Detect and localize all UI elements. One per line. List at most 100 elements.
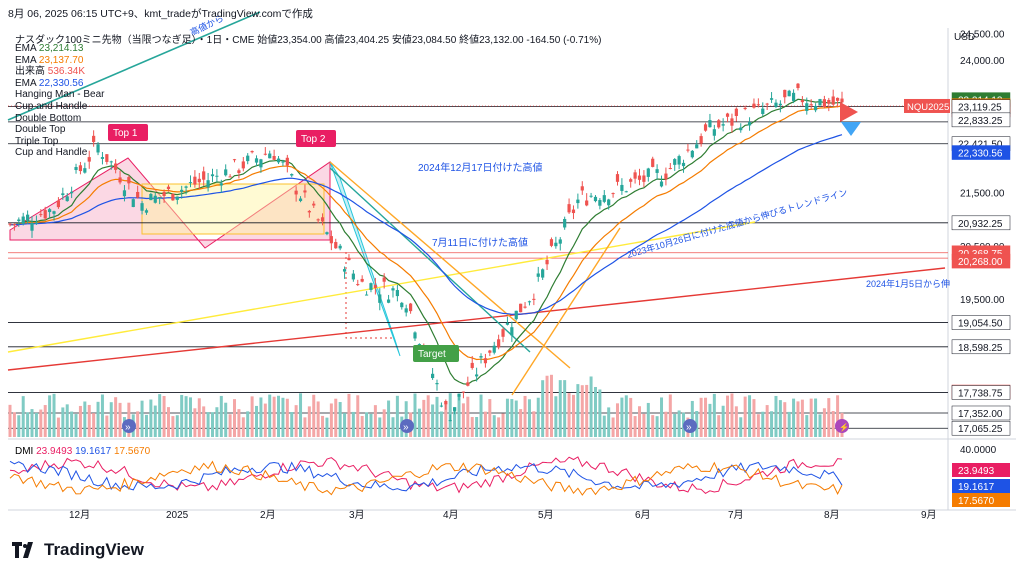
dmi-name: DMI (15, 446, 34, 457)
candle-body (589, 195, 593, 197)
candle-body (527, 301, 532, 303)
candle-body (840, 98, 844, 103)
volume-bar (712, 393, 716, 437)
volume-bar (783, 402, 787, 437)
volume-bar (255, 405, 259, 437)
candle-body (290, 174, 294, 176)
volume-bar (497, 417, 501, 437)
x-axis-tick: 5月 (538, 509, 554, 521)
volume-bar (365, 412, 369, 437)
legend-item[interactable]: Double Top (15, 124, 105, 136)
candle-body (690, 150, 694, 158)
candle-body (74, 167, 78, 171)
candle-body (602, 195, 606, 202)
candle-body (712, 129, 716, 136)
candle-body (624, 191, 628, 193)
dmi-minus: 17.5670 (114, 446, 151, 457)
volume-bar (505, 398, 509, 437)
candle-body (747, 122, 752, 126)
legend-item-name: Double Top (15, 124, 66, 136)
legend-item[interactable]: Cup and Handle (15, 101, 105, 113)
volume-bar (237, 409, 241, 437)
legend-item[interactable]: Triple Top (15, 136, 105, 148)
candle-body (48, 209, 52, 213)
legend-item[interactable]: Hanging Man - Bear (15, 89, 105, 101)
volume-bar (549, 374, 553, 437)
candle-body (131, 199, 135, 208)
volume-bar (30, 409, 34, 437)
candle-body (206, 180, 210, 188)
candle-body (805, 103, 809, 111)
volume-bar (439, 411, 443, 437)
volume-bar (677, 410, 681, 437)
candle-body (144, 210, 149, 213)
ohlc-line: ナスダック100ミニ先物（当限つなぎ足）・1日・CME 始値23,354.00 … (15, 31, 601, 46)
volume-bar (100, 394, 104, 437)
legend-item-name: Cup and Handle (15, 147, 88, 159)
candle-body (778, 103, 782, 106)
ema-long-line (10, 134, 843, 315)
price-tag-bg (951, 405, 1011, 421)
candle-body (316, 219, 320, 221)
volume-bar (726, 395, 730, 437)
volume-bar (660, 397, 664, 437)
candle-body (607, 199, 611, 206)
x-axis-tick: 3月 (349, 509, 365, 521)
price-tag: 19,054.50 (958, 319, 1003, 330)
downtrend-line-orange (329, 161, 571, 369)
legend-item-name: EMA (15, 77, 39, 89)
legend-item[interactable]: 出来高 536.34K (15, 66, 105, 78)
candle-body (70, 191, 74, 194)
candle-body (708, 120, 712, 128)
legend-item[interactable]: EMA 23,214.13 (15, 43, 105, 55)
brand-name: TradingView (44, 540, 144, 559)
legend-item[interactable]: Cup and Handle (15, 147, 105, 159)
price-tag-bg (951, 315, 1011, 330)
volume-bar (268, 394, 272, 437)
candle-body (611, 193, 615, 195)
candle-body (642, 175, 646, 182)
candle-body (246, 155, 250, 162)
legend-item[interactable]: Double Bottom (15, 113, 105, 125)
volume-bar (501, 413, 505, 437)
candle-body (378, 294, 382, 303)
legend-item[interactable]: EMA 23,137.70 (15, 55, 105, 67)
candle-body (100, 157, 105, 159)
volume-bar (373, 405, 377, 437)
volume-bar (611, 417, 615, 437)
legend-item[interactable]: EMA 22,330.56 (15, 78, 105, 90)
volume-bar (576, 384, 580, 437)
candle-body (52, 211, 56, 214)
x-axis-tick: 2月 (260, 509, 276, 521)
price-axis-tick: 24,000.00 (960, 56, 1005, 67)
volume-bar (765, 405, 769, 437)
candle-body (303, 190, 307, 193)
volume-bar (356, 395, 360, 437)
volume-bar (272, 396, 276, 437)
candle-body (761, 108, 765, 114)
candle-body (664, 173, 668, 180)
volume-bar (523, 395, 527, 437)
volume-bar (39, 409, 43, 437)
low-label: 安値 (391, 35, 412, 46)
volume-bar (748, 395, 752, 437)
uptrend-line-orange (511, 227, 621, 396)
volume-bar (197, 398, 201, 437)
candle-body (739, 127, 743, 131)
candle-body (373, 285, 377, 288)
candle-body (598, 200, 602, 206)
volume-bar (774, 395, 778, 437)
volume-bar (171, 416, 175, 437)
volume-bar (21, 396, 25, 437)
volume-bar (360, 415, 364, 437)
candle-body (681, 162, 686, 167)
candle-body (703, 124, 708, 131)
legend-item-name: EMA (15, 43, 39, 54)
candle-body (505, 322, 510, 325)
candle-body (448, 420, 452, 422)
volume-bar (479, 394, 483, 437)
volume-bar (756, 414, 760, 437)
volume-bar (545, 375, 549, 437)
volume-bar (734, 406, 738, 437)
